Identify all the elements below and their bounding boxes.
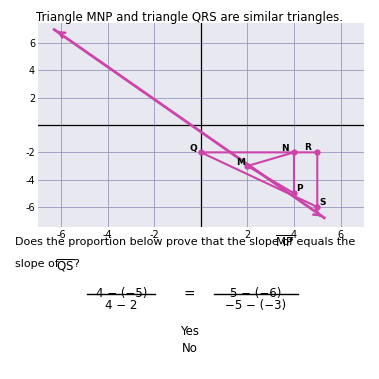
Text: P: P [296, 184, 303, 193]
Text: R: R [304, 143, 311, 152]
Text: N: N [281, 144, 289, 153]
Text: M: M [236, 158, 245, 167]
Text: equals the: equals the [293, 237, 355, 247]
Text: Triangle MNP and triangle QRS are similar triangles.: Triangle MNP and triangle QRS are simila… [36, 11, 343, 24]
Text: 4 − 2: 4 − 2 [105, 299, 138, 312]
Text: $\overline{\mathrm{QS}}$: $\overline{\mathrm{QS}}$ [56, 257, 75, 274]
Text: −5 − (−3): −5 − (−3) [225, 299, 287, 312]
Text: =: = [184, 288, 195, 302]
Text: 5 − (−6): 5 − (−6) [230, 287, 282, 300]
Text: $\overline{\mathrm{MP}}$: $\overline{\mathrm{MP}}$ [275, 235, 294, 251]
Text: No: No [182, 342, 197, 355]
Text: S: S [319, 198, 326, 207]
Text: ?: ? [74, 259, 80, 269]
Text: 4 − (−5): 4 − (−5) [96, 287, 147, 300]
Text: Q: Q [189, 144, 197, 153]
Text: Does the proportion below prove that the slope of: Does the proportion below prove that the… [15, 237, 297, 247]
Text: slope of: slope of [15, 259, 63, 269]
Text: Yes: Yes [180, 325, 199, 338]
